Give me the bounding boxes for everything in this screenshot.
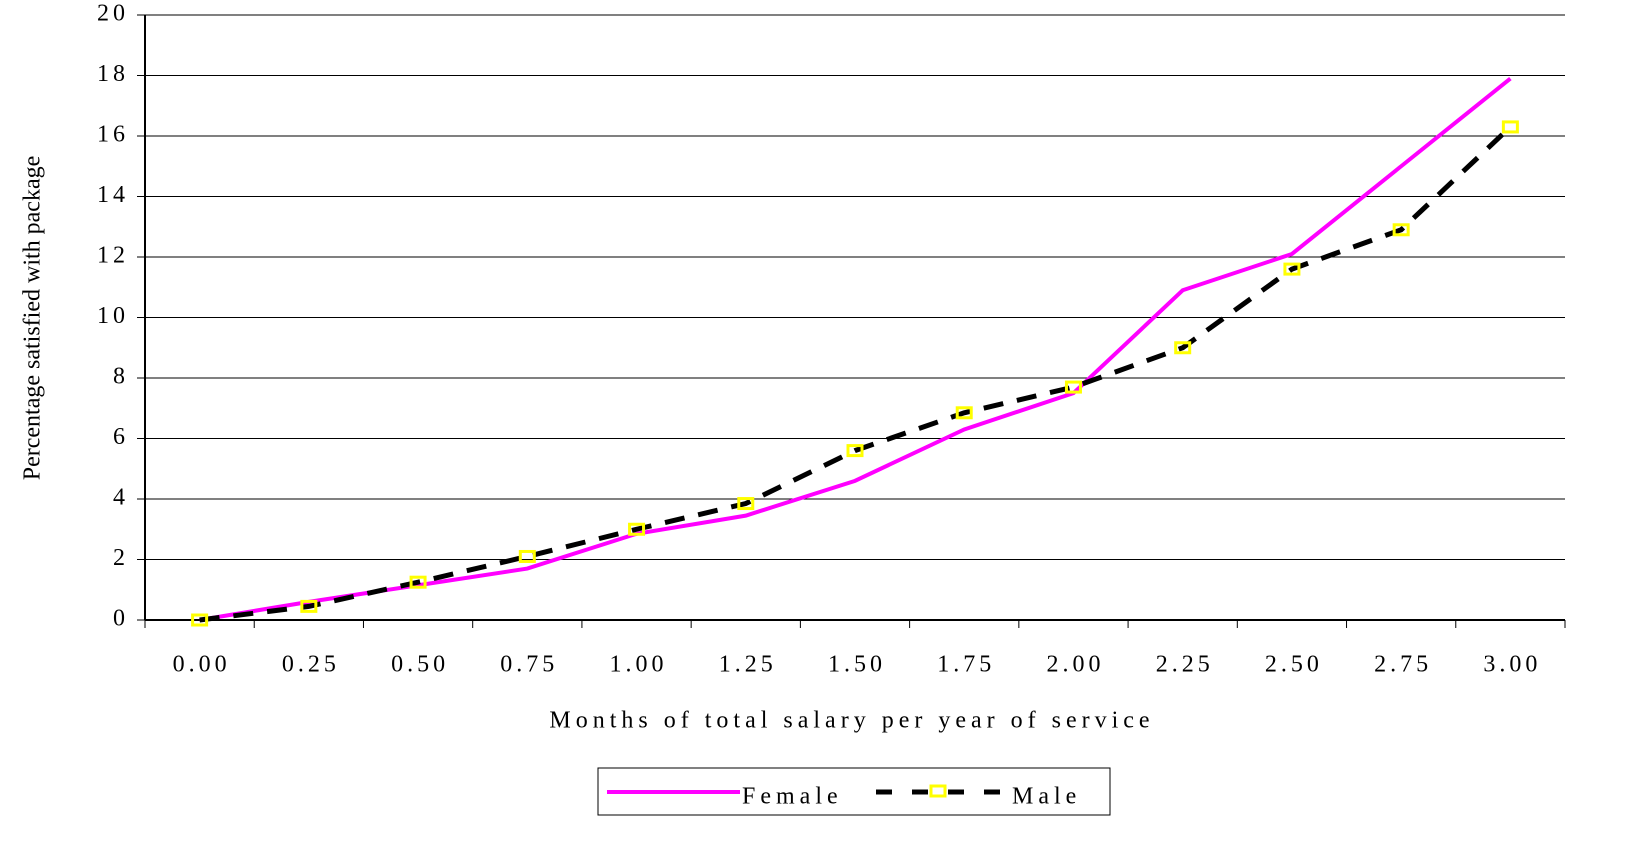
series-marker bbox=[1283, 262, 1301, 276]
series-marker bbox=[1392, 223, 1410, 237]
series-marker bbox=[628, 522, 646, 536]
series-marker bbox=[191, 613, 209, 627]
x-tick-label: 0.00 bbox=[173, 652, 231, 678]
y-tick-label: 8 bbox=[113, 364, 129, 390]
y-tick-label: 14 bbox=[97, 182, 129, 208]
legend-box bbox=[597, 767, 1111, 816]
y-axis-title: Percentage satisfied with package bbox=[20, 156, 46, 481]
series-marker bbox=[1174, 341, 1192, 355]
series-marker bbox=[518, 549, 536, 563]
x-tick-label: 1.50 bbox=[828, 652, 886, 678]
x-axis-title: Months of total salary per year of servi… bbox=[549, 708, 1154, 734]
x-tick-label: 2.25 bbox=[1156, 652, 1214, 678]
legend-label: Male bbox=[1012, 784, 1081, 810]
x-tick-label: 0.50 bbox=[391, 652, 449, 678]
y-tick-label: 20 bbox=[97, 1, 129, 27]
series-line bbox=[199, 76, 1512, 622]
y-tick-label: 4 bbox=[113, 485, 129, 511]
series-marker bbox=[409, 575, 427, 589]
x-tick-label: 3.00 bbox=[1483, 652, 1541, 678]
series-marker bbox=[1064, 380, 1082, 394]
x-tick-label: 2.75 bbox=[1374, 652, 1432, 678]
x-tick-label: 0.25 bbox=[282, 652, 340, 678]
x-tick-label: 2.50 bbox=[1265, 652, 1323, 678]
y-tick-label: 12 bbox=[97, 243, 129, 269]
series-marker bbox=[300, 599, 318, 613]
y-tick-label: 16 bbox=[97, 122, 129, 148]
x-tick-label: 1.00 bbox=[610, 652, 668, 678]
series-marker bbox=[846, 444, 864, 458]
x-tick-label: 2.00 bbox=[1046, 652, 1104, 678]
series-marker bbox=[955, 406, 973, 420]
y-tick-label: 10 bbox=[97, 303, 129, 329]
y-tick-label: 6 bbox=[113, 424, 129, 450]
x-tick-label: 0.75 bbox=[500, 652, 558, 678]
y-tick-label: 0 bbox=[113, 606, 129, 632]
x-tick-label: 1.25 bbox=[719, 652, 777, 678]
legend-marker bbox=[929, 784, 947, 798]
legend-label: Female bbox=[742, 784, 843, 810]
x-tick-label: 1.75 bbox=[937, 652, 995, 678]
series-marker bbox=[1501, 120, 1519, 134]
y-tick-label: 18 bbox=[97, 61, 129, 87]
series-line bbox=[199, 125, 1513, 623]
series-marker bbox=[737, 497, 755, 511]
y-tick-label: 2 bbox=[113, 545, 129, 571]
